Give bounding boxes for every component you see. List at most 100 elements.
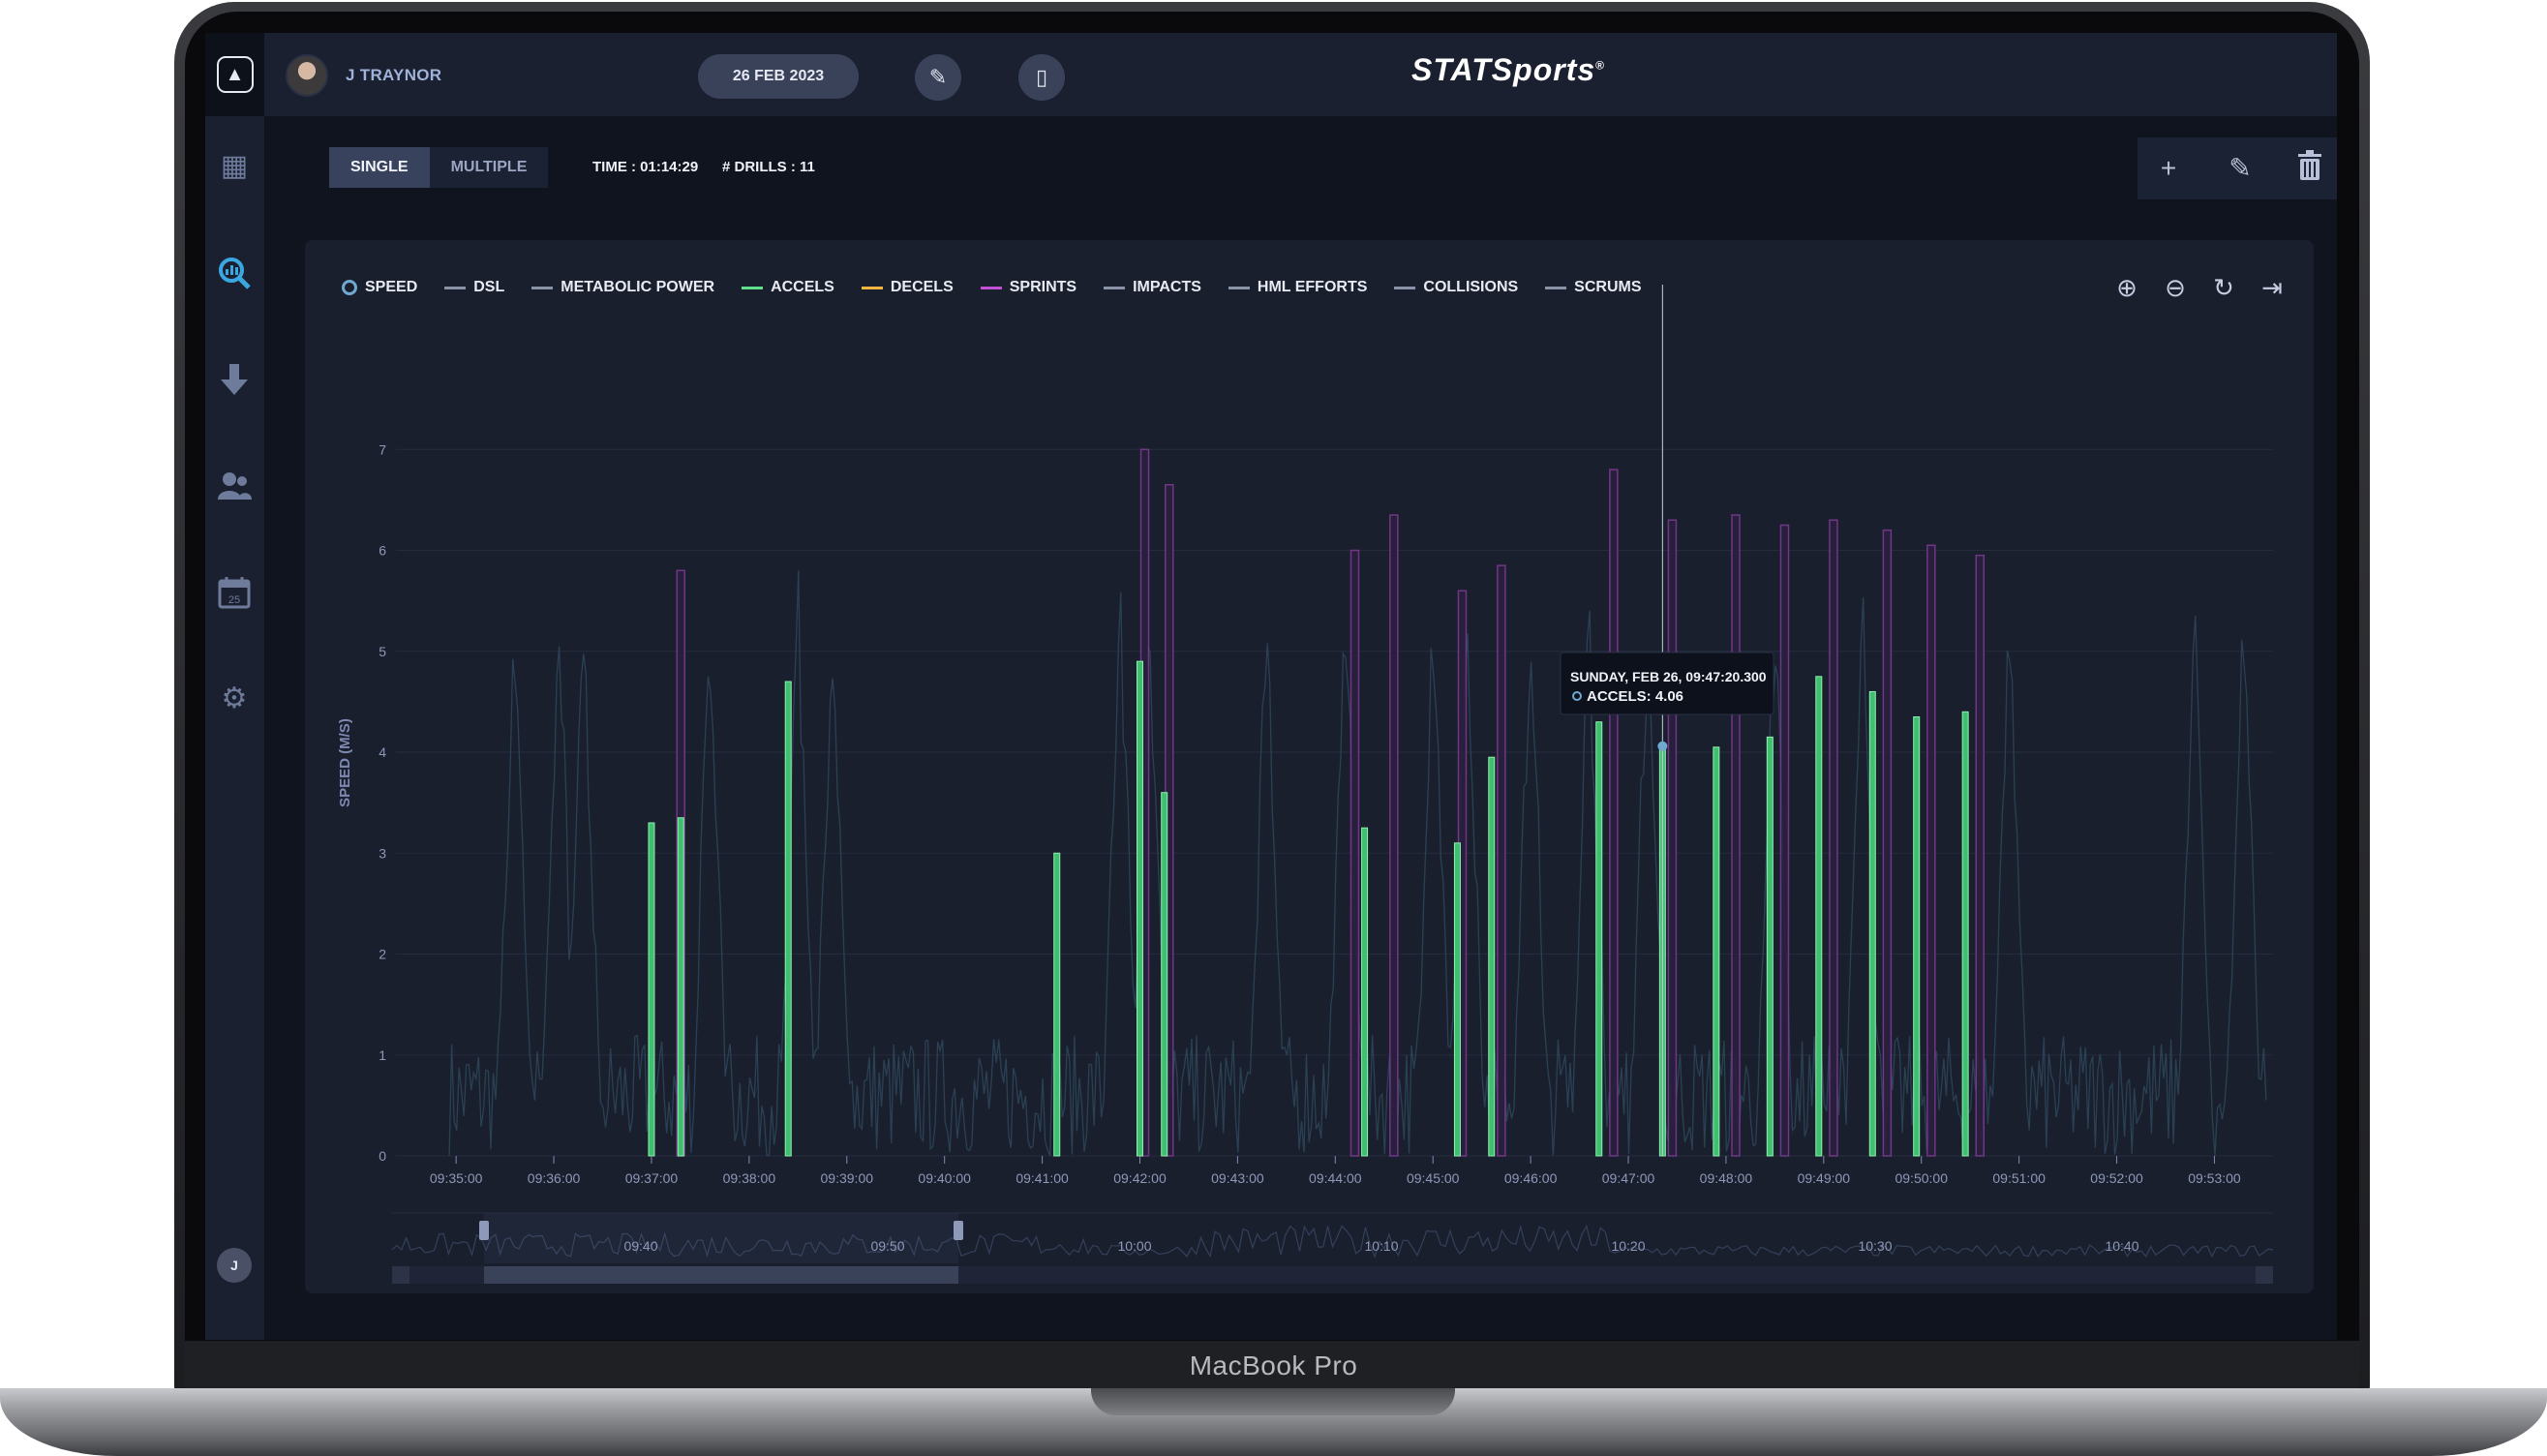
user-menu-avatar[interactable]: J — [217, 1248, 252, 1283]
legend-impacts[interactable]: IMPACTS — [1104, 279, 1201, 296]
calendar-icon[interactable]: 25 — [215, 573, 254, 612]
pencil-icon: ✎ — [2229, 153, 2252, 183]
navigator-tick-label: 10:20 — [1611, 1238, 1645, 1254]
session-date-button[interactable]: 26 FEB 2023 — [698, 54, 859, 99]
y-tick-label: 0 — [379, 1148, 386, 1164]
navigator-tick-label: 09:40 — [623, 1238, 657, 1254]
edit-session-button[interactable]: ✎ — [915, 54, 961, 101]
x-tick-label: 09:52:00 — [2090, 1170, 2143, 1186]
x-tick-label: 09:45:00 — [1407, 1170, 1460, 1186]
sprint-bar — [1975, 554, 1986, 1157]
legend-swatch — [444, 286, 467, 289]
accel-bar — [1361, 827, 1369, 1157]
navigator-tick-label: 10:40 — [2105, 1238, 2138, 1254]
laptop-model-label: MacBook Pro — [1189, 1350, 1358, 1380]
sprint-bar — [1667, 519, 1678, 1157]
y-tick-label: 4 — [379, 744, 386, 760]
legend-swatch — [742, 286, 764, 289]
legend-label: HML EFFORTS — [1257, 279, 1368, 295]
legend-swatch — [1394, 286, 1416, 289]
scroll-left-button — [392, 1266, 409, 1284]
accel-bar — [1595, 721, 1603, 1157]
legend-scrums[interactable]: SCRUMS — [1545, 279, 1642, 296]
navigator-scroll-thumb — [484, 1266, 958, 1284]
sprint-bar — [1609, 469, 1619, 1157]
accel-bar — [784, 681, 792, 1157]
sprints-series — [676, 448, 1986, 1157]
chart-panel: SPEED DSL METABOLIC POWER ACCELS DECELS … — [305, 240, 2314, 1293]
tooltip-title: SUNDAY, FEB 26, 09:47:20.300 — [1570, 669, 1767, 684]
zoom-out-icon[interactable]: ⊖ — [2165, 273, 2186, 302]
y-axis-label: SPEED (M/S) — [337, 718, 353, 807]
navigator-selection — [484, 1213, 958, 1263]
x-tick-label: 09:41:00 — [1016, 1170, 1069, 1186]
x-tick-label: 09:38:00 — [723, 1170, 776, 1186]
legend-decels[interactable]: DECELS — [861, 279, 954, 296]
mode-multiple-button[interactable]: MULTIPLE — [429, 147, 549, 188]
navigator-tick-label: 10:30 — [1858, 1238, 1892, 1254]
mode-single-button[interactable]: SINGLE — [329, 147, 430, 188]
delete-button[interactable] — [2290, 149, 2329, 188]
trash-icon — [2298, 150, 2321, 180]
legend-accels[interactable]: ACCELS — [742, 279, 834, 296]
export-icon[interactable]: ⇥ — [2261, 273, 2283, 302]
device-button[interactable]: ▯ — [1018, 54, 1065, 101]
accel-bar — [1766, 736, 1774, 1157]
x-tick-label: 09:44:00 — [1309, 1170, 1362, 1186]
app-logo[interactable]: ▲ — [205, 33, 264, 116]
athletes-icon[interactable] — [215, 467, 254, 505]
sprint-bar — [1829, 519, 1838, 1157]
accel-bar — [1161, 792, 1168, 1157]
sprint-bar — [1731, 514, 1741, 1157]
add-button[interactable]: + — [2149, 149, 2188, 188]
legend-hml-efforts[interactable]: HML EFFORTS — [1228, 279, 1367, 296]
accel-bar — [1488, 756, 1496, 1157]
x-tick-label: 09:35:00 — [430, 1170, 483, 1186]
x-tick-label: 09:53:00 — [2188, 1170, 2241, 1186]
navigator-trace — [391, 1224, 2274, 1259]
accel-bar — [1453, 842, 1461, 1157]
accel-bar — [1913, 716, 1921, 1157]
navigator-handle-right — [954, 1221, 963, 1240]
tooltip-marker — [1572, 691, 1582, 701]
accel-bar — [1815, 676, 1823, 1157]
y-axis: 0 1 2 3 4 5 6 7 — [379, 441, 386, 1164]
analysis-icon[interactable] — [215, 254, 254, 292]
legend-dsl[interactable]: DSL — [444, 279, 504, 296]
x-tick-label: 09:39:00 — [821, 1170, 874, 1186]
speed-chart[interactable]: 0 1 2 3 4 5 6 7 09:35:00 09:36:00 09:37:00 09:38:0… — [305, 240, 2314, 1293]
y-tick-label: 6 — [379, 543, 386, 559]
refresh-icon[interactable]: ↻ — [2213, 273, 2234, 302]
top-bar: J TRAYNOR 26 FEB 2023 ✎ ▯ STATSports® — [264, 33, 2337, 116]
legend-swatch — [1545, 286, 1567, 289]
brand-mark: ® — [1595, 58, 1605, 73]
mode-toggle: SINGLE MULTIPLE — [329, 147, 549, 188]
accel-bar — [1868, 690, 1876, 1157]
edit-button[interactable]: ✎ — [2221, 149, 2259, 188]
zoom-in-icon[interactable]: ⊕ — [2116, 273, 2138, 302]
tooltip-value: ACCELS: 4.06 — [1587, 688, 1683, 705]
chart-grid — [396, 448, 2273, 1157]
download-icon[interactable] — [215, 360, 254, 399]
dashboard-icon[interactable]: ▦ — [220, 150, 249, 182]
session-time: TIME : 01:14:29 — [592, 159, 699, 175]
legend-collisions[interactable]: COLLISIONS — [1394, 279, 1518, 296]
user-name[interactable]: J TRAYNOR — [346, 66, 442, 84]
accel-bar — [1713, 746, 1720, 1157]
legend-label: COLLISIONS — [1423, 279, 1519, 295]
user-avatar[interactable] — [286, 54, 328, 97]
legend-speed[interactable]: SPEED — [342, 279, 417, 296]
y-tick-label: 2 — [379, 947, 386, 962]
plus-icon: + — [2160, 153, 2177, 183]
legend-sprints[interactable]: SPRINTS — [980, 279, 1076, 296]
legend-swatch — [980, 286, 1002, 289]
sprint-bar — [1779, 524, 1790, 1157]
range-navigator[interactable]: 09:40 09:50 10:00 10:10 10:20 10:30 10:40 — [391, 1212, 2274, 1284]
laptop-notch — [1091, 1388, 1455, 1415]
settings-icon[interactable]: ⚙ — [221, 682, 248, 714]
phone-icon: ▯ — [1035, 65, 1048, 89]
legend-metabolic-power[interactable]: METABOLIC POWER — [531, 279, 714, 296]
accel-bar — [1053, 852, 1061, 1157]
legend-label: SCRUMS — [1574, 279, 1642, 295]
